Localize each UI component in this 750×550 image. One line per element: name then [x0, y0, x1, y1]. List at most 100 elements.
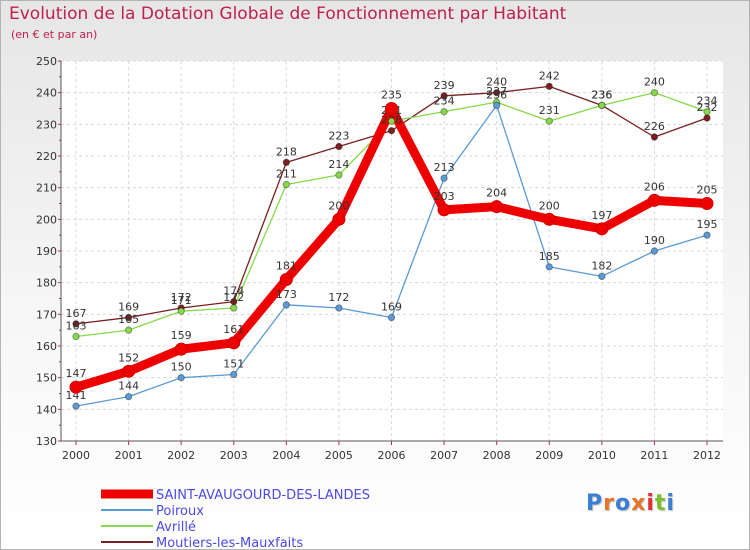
logo-letter: P — [586, 491, 604, 516]
data-point — [124, 392, 133, 401]
data-label: 240 — [486, 76, 507, 89]
y-tick-label: 170 — [36, 308, 57, 321]
proxiti-logo: Proxiti — [586, 491, 675, 516]
data-point — [385, 102, 398, 115]
data-label: 200 — [328, 199, 349, 212]
data-label: 195 — [697, 218, 718, 231]
data-label: 200 — [539, 199, 560, 212]
data-point — [335, 171, 343, 179]
y-tick-label: 180 — [36, 277, 57, 290]
x-tick-label: 2008 — [483, 449, 511, 462]
data-point — [703, 107, 711, 116]
data-label: 223 — [328, 130, 349, 143]
data-point — [703, 231, 711, 239]
data-label: 163 — [66, 320, 87, 333]
data-point — [335, 304, 343, 312]
data-point — [332, 212, 346, 226]
data-label: 190 — [644, 234, 665, 247]
data-point — [279, 273, 293, 286]
data-point — [542, 212, 556, 226]
data-label: 197 — [591, 209, 612, 222]
data-point — [650, 133, 659, 141]
data-point — [282, 301, 291, 309]
data-point — [545, 263, 553, 271]
data-label: 231 — [539, 104, 560, 117]
x-tick-label: 2002 — [167, 449, 195, 462]
data-point — [387, 126, 396, 135]
data-label: 214 — [328, 158, 349, 171]
data-point — [595, 222, 609, 236]
data-label: 206 — [644, 180, 665, 193]
data-label: 169 — [118, 301, 139, 314]
data-label: 204 — [486, 187, 507, 200]
data-point — [545, 82, 553, 91]
data-label: 167 — [66, 307, 87, 320]
chart-subtitle: (en € et par an) — [11, 28, 98, 41]
x-tick-label: 2001 — [115, 449, 143, 462]
data-label: 236 — [591, 88, 612, 101]
data-point — [598, 272, 606, 281]
data-label: 144 — [118, 380, 139, 393]
data-label: 211 — [276, 168, 297, 181]
data-label: 236 — [486, 88, 507, 101]
legend-label: Poiroux — [156, 504, 204, 519]
data-label: 172 — [171, 291, 192, 304]
x-tick-label: 2005 — [325, 449, 353, 462]
logo-letter: o — [614, 491, 632, 516]
data-point — [124, 326, 133, 334]
data-label: 173 — [276, 288, 297, 301]
data-label: 242 — [539, 69, 560, 82]
logo-letter: i — [646, 491, 655, 516]
data-point — [72, 402, 80, 410]
data-label: 234 — [434, 95, 455, 108]
data-point — [177, 307, 185, 315]
data-label: 205 — [697, 184, 718, 197]
data-point — [387, 313, 396, 322]
data-point — [124, 313, 133, 322]
y-tick-label: 200 — [36, 213, 57, 226]
x-tick-label: 2003 — [220, 449, 248, 462]
y-tick-label: 230 — [36, 118, 57, 131]
x-tick-label: 2000 — [62, 449, 90, 462]
legend-label: Moutiers-les-Mauxfaits — [156, 536, 303, 549]
logo-letter: x — [631, 491, 647, 516]
x-tick-label: 2004 — [272, 449, 300, 462]
data-label: 181 — [276, 260, 297, 273]
data-label: 172 — [328, 291, 349, 304]
data-point — [650, 247, 659, 255]
data-point — [122, 364, 136, 378]
data-label: 150 — [171, 361, 192, 374]
data-point — [230, 370, 238, 379]
y-tick-label: 250 — [36, 55, 57, 68]
x-tick-label: 2009 — [535, 449, 563, 462]
data-label: 152 — [118, 351, 139, 364]
x-tick-label: 2012 — [693, 449, 721, 462]
data-label: 172 — [223, 291, 244, 304]
x-tick-label: 2010 — [588, 449, 616, 462]
data-label: 213 — [434, 161, 455, 174]
data-label: 234 — [697, 95, 718, 108]
data-point — [174, 342, 188, 356]
data-point — [230, 304, 238, 312]
legend-label: SAINT-AVAUGOURD-DES-LANDES — [156, 488, 370, 503]
data-point — [335, 142, 343, 151]
y-tick-label: 210 — [36, 182, 57, 195]
data-label: 165 — [118, 313, 139, 326]
x-tick-label: 2011 — [640, 449, 668, 462]
y-tick-label: 150 — [36, 372, 57, 385]
data-point — [282, 180, 291, 189]
x-tick-label: 2007 — [430, 449, 458, 462]
logo-letter: i — [666, 491, 675, 516]
data-label: 141 — [66, 389, 87, 402]
data-point — [440, 92, 448, 100]
data-point — [440, 107, 448, 116]
data-point — [490, 200, 504, 214]
data-point — [703, 114, 711, 122]
data-label: 203 — [434, 190, 455, 203]
y-tick-label: 240 — [36, 87, 57, 100]
data-point — [227, 336, 241, 350]
data-point — [437, 203, 451, 217]
data-point — [72, 332, 80, 341]
data-label: 174 — [223, 285, 244, 298]
